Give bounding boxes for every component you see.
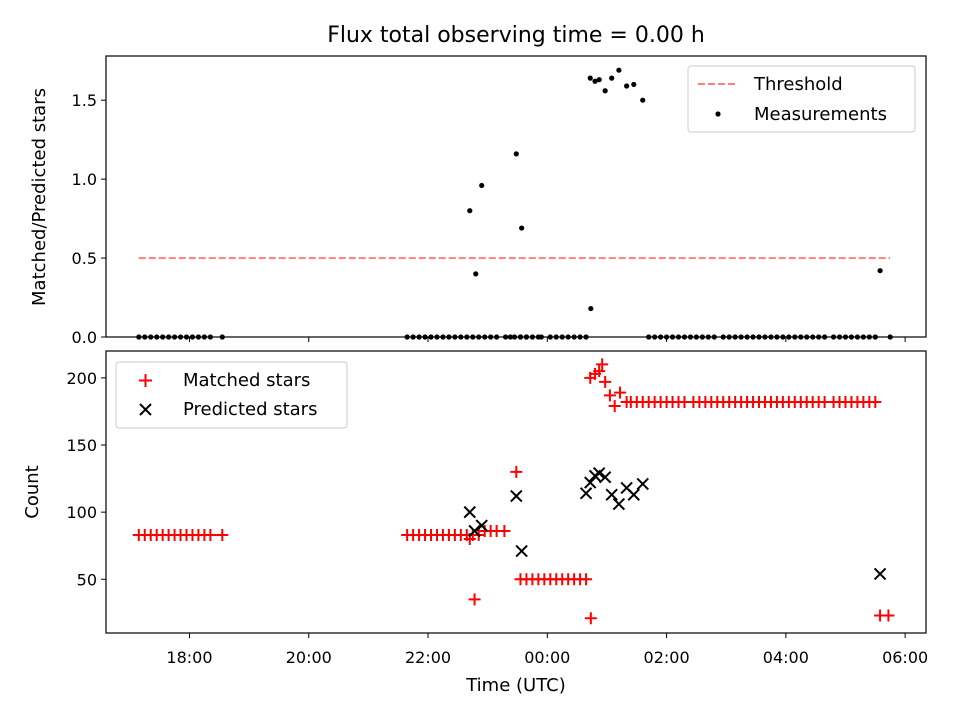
bottom-ytick-label: 200 (66, 369, 97, 388)
threshold-legend-label: Threshold (753, 74, 843, 95)
bottom-y-axis: 50 100 150 200 (66, 369, 106, 589)
measurement-point (592, 78, 598, 84)
x-axis-label: Time (UTC) (465, 675, 566, 696)
bottom-xtick-label: 04:00 (763, 648, 809, 667)
matched-star-point (608, 400, 621, 413)
bottom-xtick-label: 06:00 (882, 648, 928, 667)
predicted-star-point (463, 505, 476, 519)
top-ytick-label: 1.0 (72, 170, 97, 189)
bottom-plot-area (132, 358, 895, 625)
measurement-point (609, 75, 615, 81)
measurement-point (877, 268, 883, 274)
predicted-star-point (579, 487, 593, 500)
bottom-xtick-label: 02:00 (644, 648, 690, 667)
measurement-point (624, 83, 630, 89)
bottom-legend: Matched stars Predicted stars (115, 361, 348, 429)
matched-star-point (882, 609, 895, 622)
matched-legend-label: Matched stars (183, 370, 310, 391)
measurement-point (587, 75, 593, 81)
matched-star-point (596, 358, 609, 371)
matched-star-point (599, 375, 612, 388)
measurement-point (513, 151, 519, 157)
matched-star-point (216, 528, 229, 541)
measurement-point (467, 208, 473, 214)
bottom-x-axis: 18:00 20:00 22:00 00:00 02:00 04:00 06:00 (166, 633, 928, 667)
matched-star-point (584, 612, 597, 625)
predicted-star-point (592, 466, 606, 480)
bottom-legend-box (115, 361, 348, 429)
predicted-star-point (598, 471, 612, 484)
measurement-point (473, 271, 479, 277)
predicted-star-point (605, 488, 618, 501)
measurement-point (640, 97, 646, 103)
matched-star-point (498, 524, 511, 537)
matched-star-point (869, 396, 882, 409)
measurement-point (596, 77, 602, 83)
bottom-xtick-label: 00:00 (524, 648, 570, 667)
predicted-star-point (584, 476, 597, 489)
bottom-panel: 50 100 150 200 18:00 20:00 22:00 00:00 02:00 04:… (22, 350, 928, 696)
top-panel: 0.0 0.5 1.0 1.5 Matched/Predicted stars Thr… (29, 55, 927, 347)
predicted-legend-swatch (139, 403, 152, 416)
bottom-y-axis-label: Count (22, 465, 43, 518)
measurements-legend-label: Measurements (754, 104, 887, 125)
top-ytick-label: 0.5 (72, 249, 97, 268)
predicted-star-point (515, 544, 528, 558)
matched-star-point (468, 593, 481, 606)
matched-star-point (603, 389, 616, 402)
matched-star-point (614, 386, 627, 399)
measurement-point (616, 67, 622, 73)
bottom-ytick-label: 100 (66, 503, 97, 522)
measurement-point (631, 81, 637, 88)
bottom-ytick-label: 150 (66, 436, 97, 455)
measurement-point (479, 182, 485, 189)
matched-star-point (510, 465, 523, 478)
measurement-point (519, 225, 525, 231)
predicted-star-point (873, 567, 887, 581)
predicted-legend-label: Predicted stars (183, 399, 317, 420)
chart-title: Flux total observing time = 0.00 h (327, 23, 705, 48)
top-legend: Threshold Measurements (687, 65, 916, 133)
bottom-xtick-label: 20:00 (286, 648, 332, 667)
predicted-star-point (475, 519, 488, 532)
top-ytick-label: 1.5 (72, 91, 97, 110)
predicted-star-point (612, 497, 626, 511)
measurements-legend-swatch (715, 111, 721, 117)
bottom-xtick-label: 18:00 (166, 648, 212, 667)
measurement-point (602, 88, 608, 94)
matched-star-point (580, 573, 593, 586)
top-x-axis-ticks (188, 337, 906, 342)
top-y-axis: 0.0 0.5 1.0 1.5 (72, 91, 106, 347)
predicted-star-point (510, 489, 523, 503)
predicted-star-point (468, 524, 481, 538)
matched-star-point (204, 528, 217, 541)
predicted-star-point (636, 477, 649, 491)
matched-legend-swatch (139, 374, 152, 387)
top-ytick-label: 0.0 (72, 328, 97, 347)
predicted-star-point (627, 488, 640, 501)
measurement-point (588, 305, 594, 312)
top-legend-box (687, 65, 916, 133)
bottom-ytick-label: 50 (77, 570, 97, 589)
top-y-axis-label: Matched/Predicted stars (29, 88, 50, 306)
bottom-xtick-label: 22:00 (405, 648, 451, 667)
top-axes-frame (105, 55, 927, 338)
bottom-axes-frame (105, 350, 927, 634)
matched-star-point (593, 365, 606, 378)
